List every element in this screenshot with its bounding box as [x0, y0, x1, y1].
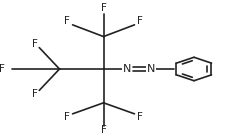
Text: F: F	[138, 112, 143, 122]
Text: F: F	[101, 3, 106, 13]
Text: F: F	[101, 125, 106, 135]
Text: F: F	[0, 64, 5, 74]
Text: N: N	[147, 64, 155, 74]
Text: F: F	[32, 89, 37, 99]
Text: F: F	[138, 16, 143, 26]
Text: F: F	[64, 112, 69, 122]
Text: F: F	[64, 16, 69, 26]
Text: F: F	[32, 39, 37, 49]
Text: N: N	[123, 64, 132, 74]
